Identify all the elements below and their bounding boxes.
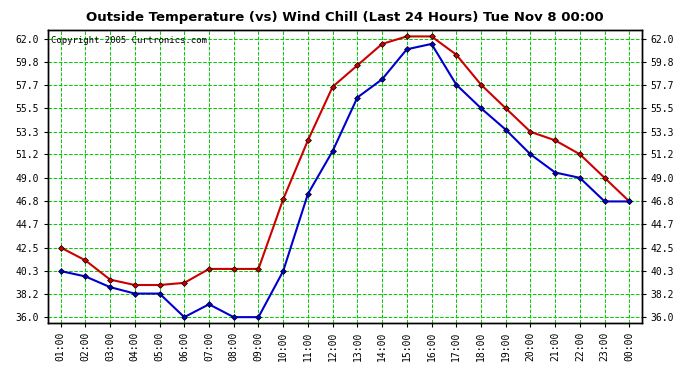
Text: Outside Temperature (vs) Wind Chill (Last 24 Hours) Tue Nov 8 00:00: Outside Temperature (vs) Wind Chill (Las… <box>86 11 604 24</box>
Text: Copyright 2005 Curtronics.com: Copyright 2005 Curtronics.com <box>51 36 207 45</box>
